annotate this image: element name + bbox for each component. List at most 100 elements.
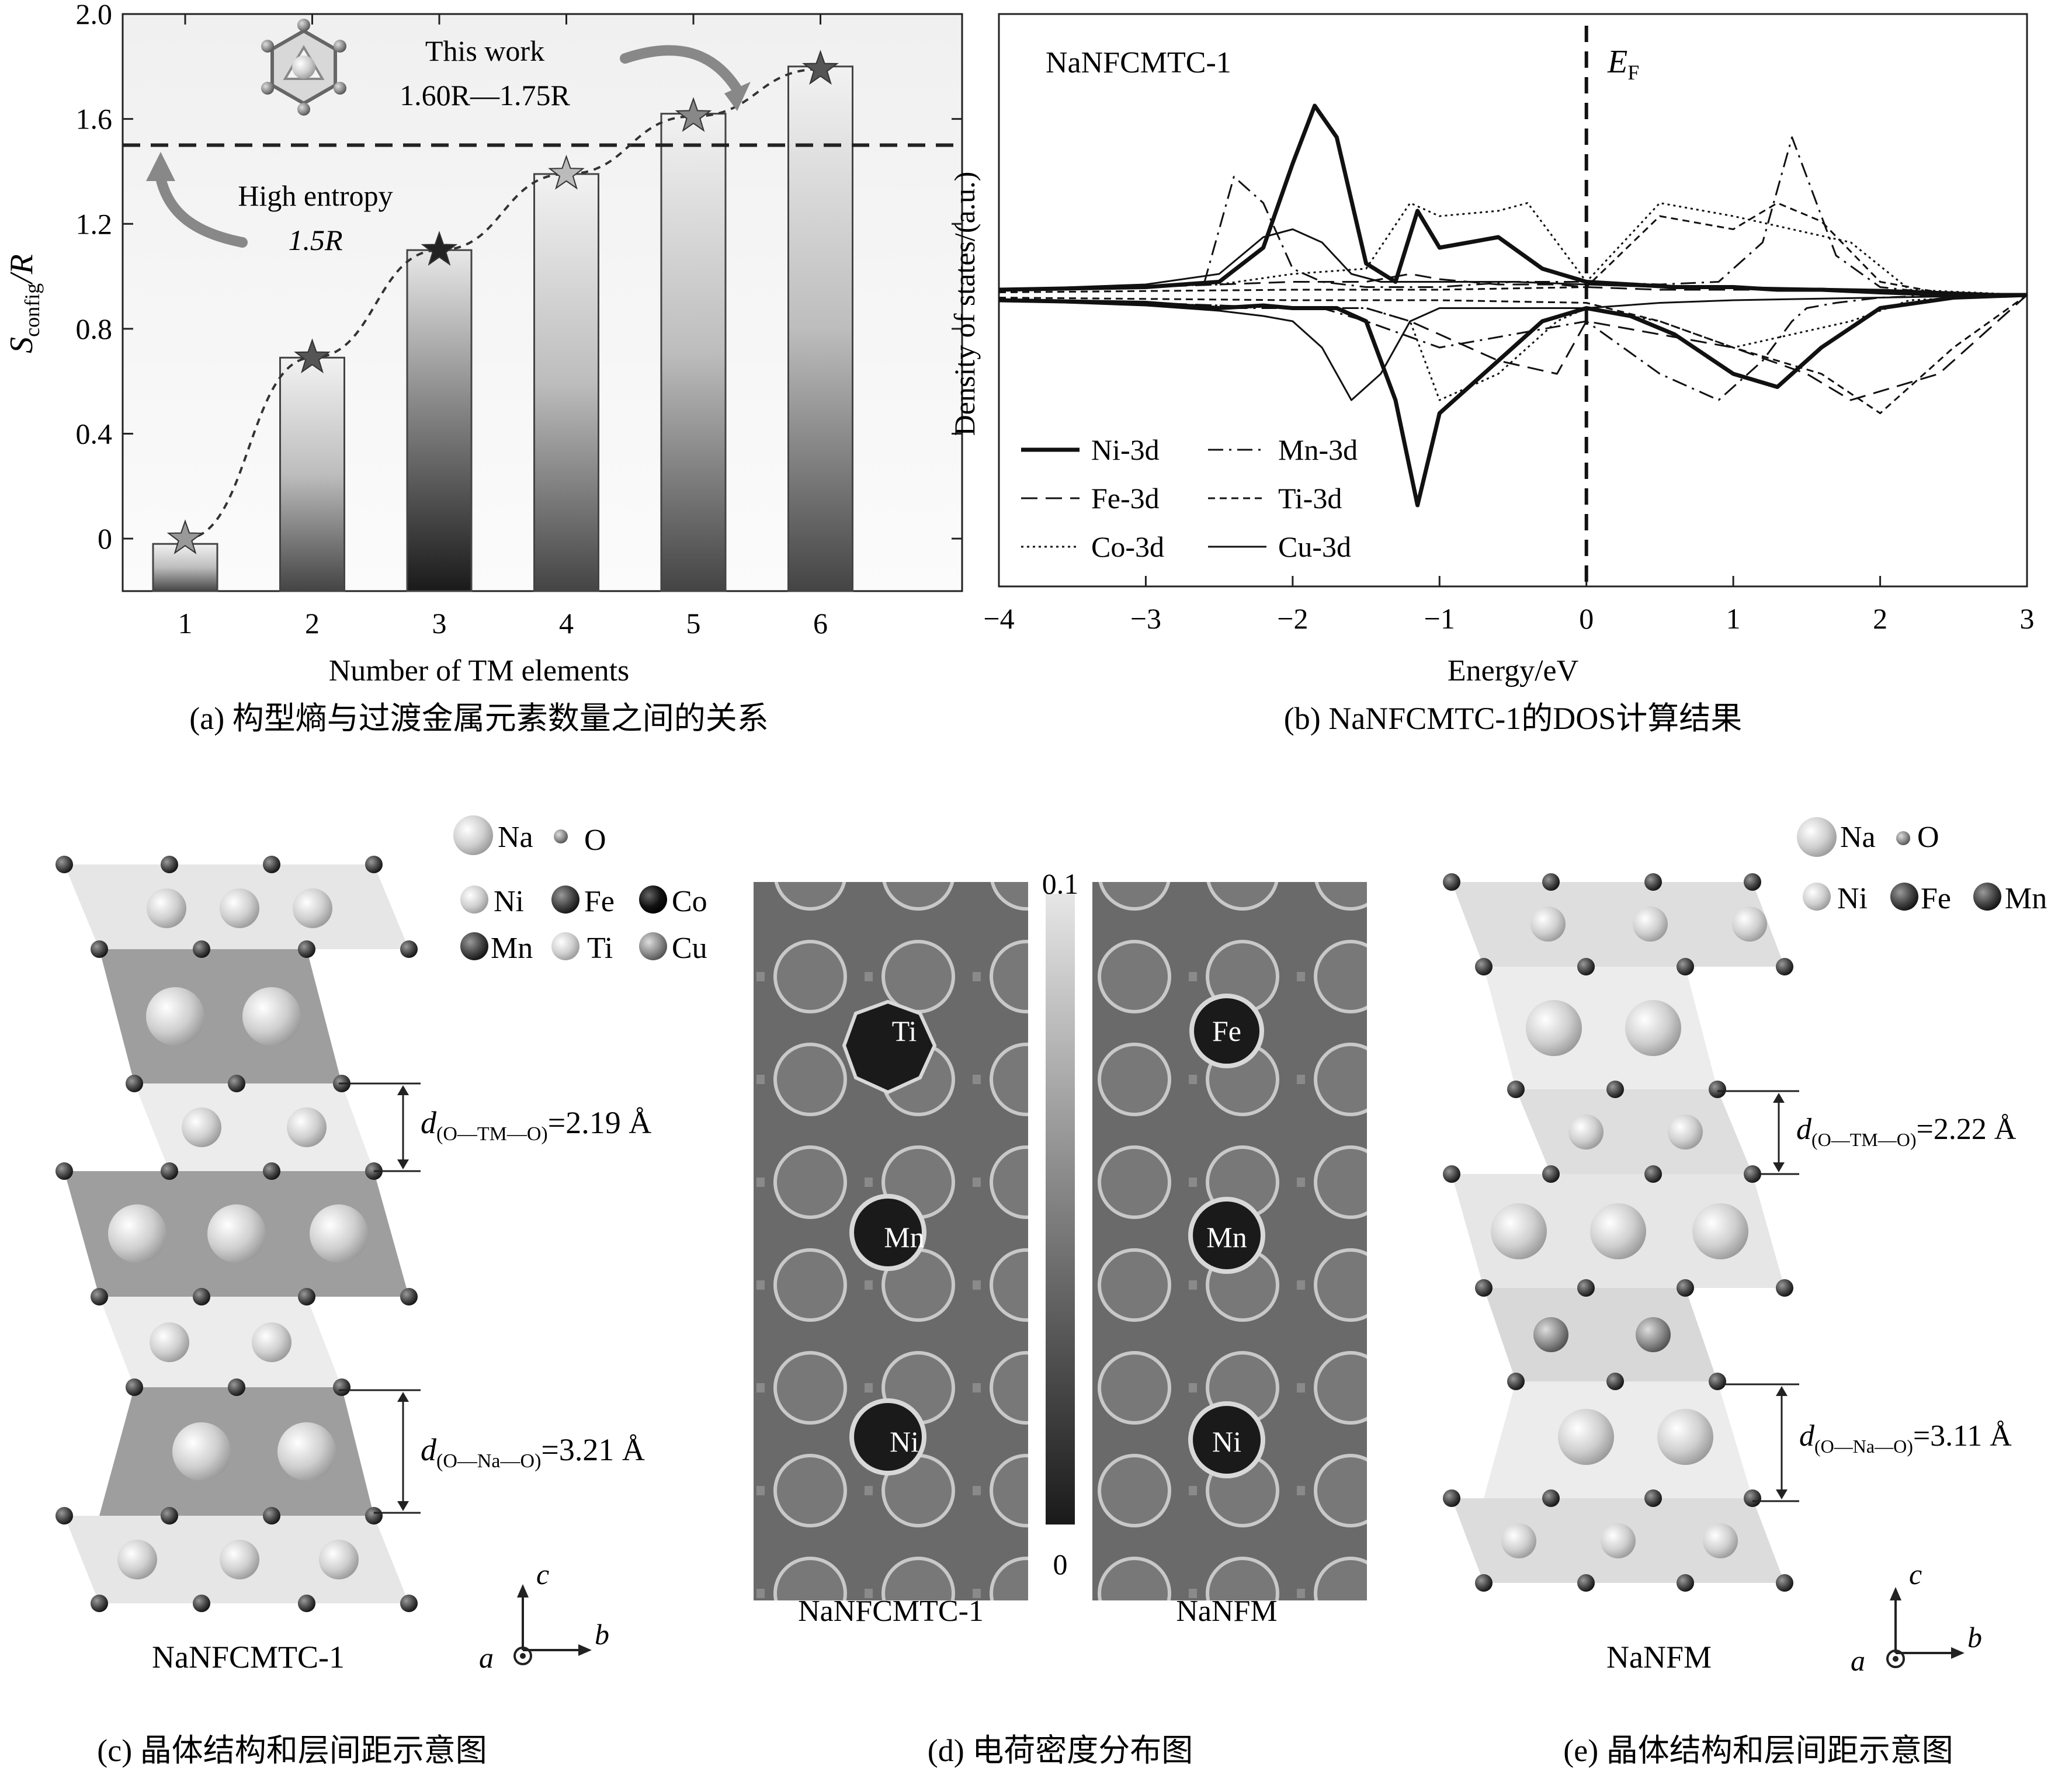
bar-2 [279,356,345,592]
star-marker-3 [421,231,458,266]
b-x-tick-label: 3 [2020,602,2035,635]
panel-d-right-name: NaNFM [1176,1595,1277,1628]
bar-1 [152,543,218,592]
this-work-range: 1.60R—1.75R [400,79,570,112]
dos-Co-3d-down [998,294,2028,401]
a-y-tick-label: 1.6 [76,103,113,136]
star-marker-1 [166,519,204,554]
a-y-tick-label: 0.4 [76,418,113,450]
oxygen-atom [91,1288,108,1305]
panel-e-crystal-structure [1443,873,1793,1592]
oxygen-atom [1644,1489,1662,1507]
panel-d-left-name: NaNFCMTC-1 [798,1595,984,1628]
oxygen-atom [1776,1279,1793,1297]
legend-ti: Ti [587,932,613,965]
high-entropy-arrow-head [146,152,175,181]
e-d-na-label: d(O—Na—O)=3.11 Å [1799,1419,2012,1457]
panel-a-y-label: Sconfig/R [4,254,44,353]
oxygen-atom [193,1595,210,1612]
oxygen-atom [91,1595,108,1612]
panel-b-dos-curves [998,103,2028,508]
oxygen-atom [1744,1489,1761,1507]
panel-b-plot-frame [998,13,2028,588]
oxygen-atom [1677,958,1694,975]
left-ni-atom-site [849,1398,926,1475]
b-x-tick-label: −2 [1277,602,1308,635]
tm-atom [287,1107,327,1147]
legend-co-ball [639,885,667,914]
e-legend-fe-ball [1890,883,1918,911]
legend-fe-ball [551,885,579,914]
a-y-tick-label: 0 [98,522,112,555]
entropy-fit-curve [185,68,821,540]
panel-b-y-label: Density of states/(a.u.) [948,172,981,436]
oxygen-atom [400,1288,418,1305]
e-legend-na: Na [1840,821,1876,854]
oxygen-atom [55,856,73,873]
oxygen-atom [1542,873,1560,891]
right-ni-atom-site [1188,1401,1265,1478]
a-y-tick-label: 0.8 [76,312,113,345]
legend-ti-ball [551,932,579,960]
legend-label-Ni-3d: Ni-3d [1091,433,1160,466]
b-x-tick-label: 2 [1873,602,1887,635]
bar-4 [533,173,599,592]
oxygen-atom [263,1507,280,1525]
e-legend-o-ball [1896,831,1910,845]
na-atom [146,987,204,1046]
panel-e: Na O Ni Fe Mn d(O—TM—O)=2.22 Å d(O—Na—O)… [1443,817,2047,1768]
oxygen-atom [298,1288,315,1305]
e-d-tm-label: d(O—TM—O)=2.22 Å [1796,1113,2017,1150]
oxygen-atom [228,1378,245,1396]
legend-o: O [584,824,606,857]
high-entropy-arrow [155,173,248,248]
legend-label-Ti-3d: Ti-3d [1278,482,1342,515]
panel-a: 0 0.4 0.8 1.2 1.6 2.0 1 2 3 4 5 6 This work 1.60R—… [4,0,963,736]
e-axis-b: b [1967,1621,1982,1654]
e-legend-ni-ball [1803,883,1831,911]
layer-na-1 [1484,967,1717,1089]
e-legend-mn-ball [1973,883,2001,911]
tm-atom [220,888,259,928]
legend-ni-ball [460,885,488,914]
legend-fe: Fe [584,885,615,918]
oxygen-atom [161,1162,178,1180]
oxygen-atom [1475,1279,1493,1297]
dos-Ni-3d-up [998,103,2027,297]
panel-b-x-label: Energy/eV [1448,654,1578,687]
na-atom [108,1204,166,1263]
oxygen-atom [263,856,280,873]
na-atom [1558,1409,1614,1465]
oxygen-atom [333,1378,350,1396]
panel-b: −4 −3 −2 −1 0 1 2 3 NaNFCMTC-1 EF Ni-3d Mn-3d Fe-… [948,13,2035,736]
panel-b-legend: Ni-3d Mn-3d Fe-3d Ti-3d Co-3d Cu-3d [1021,433,1358,563]
c-d-na-label: d(O—Na—O)=3.21 Å [421,1432,645,1472]
e-legend-ni: Ni [1837,882,1868,915]
na-atom [1657,1409,1713,1465]
oxygen-atom [263,1162,280,1180]
panel-c: Na O Ni Fe Co Mn Ti Cu d(O—TM—O)=2.19 Å [55,815,707,1768]
tm-atom [1636,1317,1671,1352]
oxygen-atom [1507,1081,1525,1098]
panel-a-stars [166,50,839,554]
tm-atom [1703,1523,1738,1558]
oxygen-atom [1443,873,1460,891]
na-atom [277,1422,336,1481]
right-mn-atom-site [1188,1197,1265,1274]
oxygen-atom [365,1507,383,1525]
c-axis-b: b [595,1618,609,1651]
layer-na-5 [99,1387,374,1516]
legend-label-Fe-3d: Fe-3d [1091,482,1160,515]
star-marker-4 [548,154,585,190]
tm-atom [1668,1114,1703,1150]
right-atom-mn: Mn [1206,1221,1247,1253]
bar-3 [406,249,473,592]
panel-d-caption: (d) 电荷密度分布图 [928,1733,1193,1768]
left-atom-ti: Ti [892,1015,917,1047]
a-x-tick-label: 3 [432,607,447,640]
tm-atom [319,1540,359,1579]
e-legend-mn: Mn [2005,882,2047,915]
this-work-arrow-head [724,82,751,111]
oxygen-atom [1776,1574,1793,1592]
